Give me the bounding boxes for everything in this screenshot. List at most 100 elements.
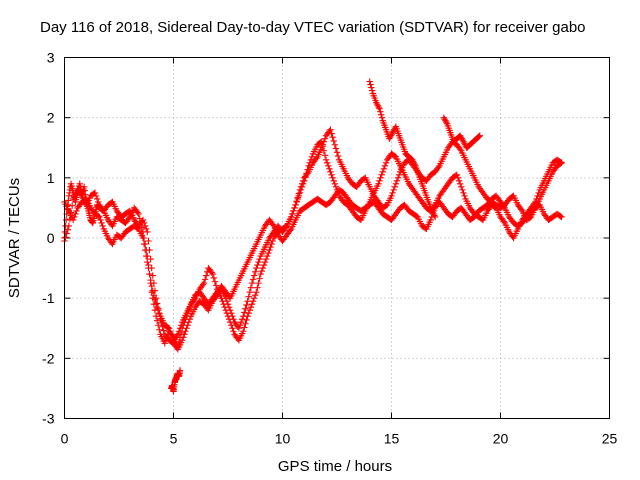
data-point (62, 216, 70, 224)
data-point (135, 210, 142, 218)
y-tick-label: 0 (47, 230, 55, 246)
data-point (255, 258, 262, 266)
data-point (264, 252, 271, 260)
data-point (125, 215, 133, 222)
data-point (223, 297, 231, 305)
data-point (256, 255, 263, 263)
data-point (329, 174, 336, 182)
data-point (147, 276, 154, 284)
x-tick-label: 15 (384, 431, 400, 447)
axis-ticks: 0 5 10 15 20 25 -3 -2 -1 0 1 2 3 (42, 50, 617, 447)
data-point (156, 310, 163, 318)
data-point (257, 270, 264, 278)
data-point (327, 126, 334, 133)
y-tick-label: -1 (42, 290, 55, 306)
data-point (454, 174, 462, 182)
data-point (157, 316, 164, 323)
data-point (377, 174, 384, 182)
data-point (292, 201, 299, 209)
data-point (392, 180, 400, 188)
data-point (431, 212, 438, 219)
data-point (165, 325, 173, 332)
data-point (331, 141, 339, 148)
data-point (247, 284, 255, 291)
data-point (155, 322, 162, 329)
data-point (150, 279, 158, 287)
chart-title: Day 116 of 2018, Sidereal Day-to-day VTE… (40, 19, 586, 36)
y-axis-label: SDTVAR / TECUs (6, 178, 23, 298)
y-tick-label: 2 (47, 110, 55, 126)
data-point (332, 183, 340, 191)
data-point (66, 215, 74, 223)
x-tick-label: 5 (170, 431, 178, 447)
data-point (333, 149, 341, 156)
data-point (173, 332, 180, 339)
data-point (330, 137, 337, 145)
data-point (268, 240, 275, 248)
data-point (459, 186, 466, 194)
data-point (212, 282, 220, 289)
data-point (320, 138, 328, 145)
data-point (265, 249, 272, 257)
data-point (222, 294, 230, 302)
data-point (65, 222, 73, 230)
data-point (240, 328, 247, 335)
data-point (475, 133, 483, 140)
data-point (99, 222, 106, 230)
data-point (253, 264, 260, 272)
data-point (261, 258, 269, 266)
data-point (152, 294, 160, 302)
data-point (153, 317, 161, 324)
data-point (295, 190, 303, 197)
data-point (151, 287, 159, 294)
data-point (151, 296, 159, 303)
data-point (229, 325, 236, 332)
data-point (225, 303, 233, 311)
data-point (286, 227, 294, 234)
data-point (289, 210, 296, 218)
data-point (375, 103, 382, 111)
data-point (391, 183, 398, 191)
data-point (376, 177, 383, 185)
data-point (77, 191, 85, 198)
data-point (297, 183, 305, 191)
data-point (242, 305, 249, 312)
data-point (228, 322, 235, 329)
data-point (174, 331, 182, 338)
data-point (200, 279, 208, 287)
data-point (143, 225, 150, 233)
data-point (258, 267, 265, 275)
x-tick-label: 25 (602, 431, 618, 447)
y-tick-label: 1 (47, 170, 55, 186)
data-point (73, 207, 80, 215)
data-point (291, 204, 298, 212)
data-point (390, 186, 397, 194)
data-point (250, 294, 258, 302)
data-point (456, 180, 464, 188)
data-point (282, 224, 289, 231)
data-point (254, 284, 261, 291)
data-point (458, 183, 465, 191)
data-point (393, 177, 401, 185)
data-point (199, 281, 207, 288)
data-point (380, 165, 388, 173)
data-point (296, 186, 304, 194)
data-point (328, 171, 335, 179)
data-point (395, 171, 403, 179)
data-point (164, 324, 172, 331)
data-point (308, 153, 316, 160)
data-point (71, 213, 78, 221)
data-point (518, 206, 525, 213)
data-point (158, 319, 165, 327)
data-point (209, 270, 216, 278)
data-point (243, 301, 250, 309)
data-point (332, 145, 340, 152)
data-point (160, 327, 167, 334)
data-point (334, 152, 342, 160)
x-tick-label: 0 (61, 431, 69, 447)
data-point (443, 118, 450, 126)
data-point (376, 105, 383, 112)
data-point (201, 276, 209, 283)
data-points (61, 78, 565, 395)
data-point (378, 171, 385, 179)
